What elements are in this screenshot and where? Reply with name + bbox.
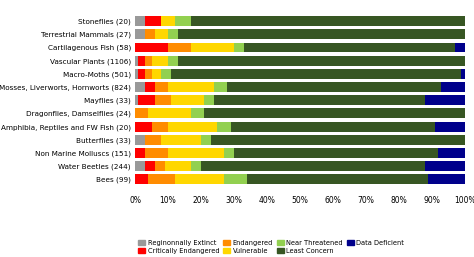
Bar bbox=[145, 161, 155, 171]
Bar bbox=[135, 82, 145, 92]
Bar bbox=[234, 148, 438, 158]
Bar bbox=[191, 16, 465, 26]
Bar bbox=[145, 69, 152, 79]
Bar bbox=[218, 122, 231, 132]
Bar bbox=[168, 122, 218, 132]
Bar bbox=[191, 42, 234, 52]
Bar bbox=[214, 95, 425, 105]
Bar bbox=[168, 148, 224, 158]
Bar bbox=[135, 95, 138, 105]
Legend: Reginonnally Extinct, Critically Endangered, Endangered, Vulnerable, Near Threat: Reginonnally Extinct, Critically Endange… bbox=[138, 240, 404, 254]
Bar bbox=[428, 175, 465, 184]
Bar bbox=[135, 175, 148, 184]
Bar bbox=[425, 161, 465, 171]
Bar bbox=[455, 42, 465, 52]
Bar bbox=[231, 122, 435, 132]
Bar bbox=[135, 122, 152, 132]
Bar bbox=[135, 161, 145, 171]
Bar bbox=[178, 29, 465, 39]
Bar bbox=[461, 69, 465, 79]
Bar bbox=[135, 135, 145, 145]
Bar bbox=[201, 135, 211, 145]
Bar bbox=[228, 82, 441, 92]
Bar bbox=[135, 69, 138, 79]
Bar bbox=[152, 122, 168, 132]
Bar bbox=[135, 16, 145, 26]
Bar bbox=[435, 122, 465, 132]
Bar bbox=[224, 148, 234, 158]
Bar bbox=[155, 82, 168, 92]
Bar bbox=[211, 135, 465, 145]
Bar bbox=[162, 69, 171, 79]
Bar bbox=[191, 108, 204, 118]
Bar bbox=[135, 148, 145, 158]
Bar bbox=[135, 29, 145, 39]
Bar bbox=[244, 42, 455, 52]
Bar bbox=[162, 16, 174, 26]
Bar bbox=[234, 42, 244, 52]
Bar bbox=[155, 29, 168, 39]
Bar bbox=[441, 82, 465, 92]
Bar bbox=[148, 175, 174, 184]
Bar bbox=[174, 16, 191, 26]
Bar bbox=[152, 56, 168, 66]
Bar bbox=[171, 95, 204, 105]
Bar bbox=[178, 56, 465, 66]
Bar bbox=[145, 135, 162, 145]
Bar bbox=[214, 82, 228, 92]
Bar bbox=[204, 108, 465, 118]
Bar bbox=[168, 42, 191, 52]
Bar bbox=[171, 69, 461, 79]
Bar bbox=[168, 29, 178, 39]
Bar bbox=[224, 175, 247, 184]
Bar bbox=[191, 161, 201, 171]
Bar bbox=[145, 56, 152, 66]
Bar bbox=[148, 108, 191, 118]
Bar bbox=[145, 82, 155, 92]
Bar bbox=[138, 95, 155, 105]
Bar bbox=[201, 161, 425, 171]
Bar bbox=[165, 161, 191, 171]
Bar bbox=[438, 148, 465, 158]
Bar bbox=[145, 148, 168, 158]
Bar bbox=[247, 175, 428, 184]
Bar bbox=[425, 95, 465, 105]
Bar bbox=[145, 16, 162, 26]
Bar bbox=[135, 42, 168, 52]
Bar bbox=[204, 95, 214, 105]
Bar bbox=[135, 56, 138, 66]
Bar bbox=[152, 69, 162, 79]
Bar bbox=[155, 161, 165, 171]
Bar bbox=[138, 56, 145, 66]
Bar bbox=[174, 175, 224, 184]
Bar bbox=[155, 95, 171, 105]
Bar bbox=[168, 56, 178, 66]
Bar bbox=[168, 82, 214, 92]
Bar bbox=[135, 108, 148, 118]
Bar bbox=[145, 29, 155, 39]
Bar bbox=[162, 135, 201, 145]
Bar bbox=[138, 69, 145, 79]
